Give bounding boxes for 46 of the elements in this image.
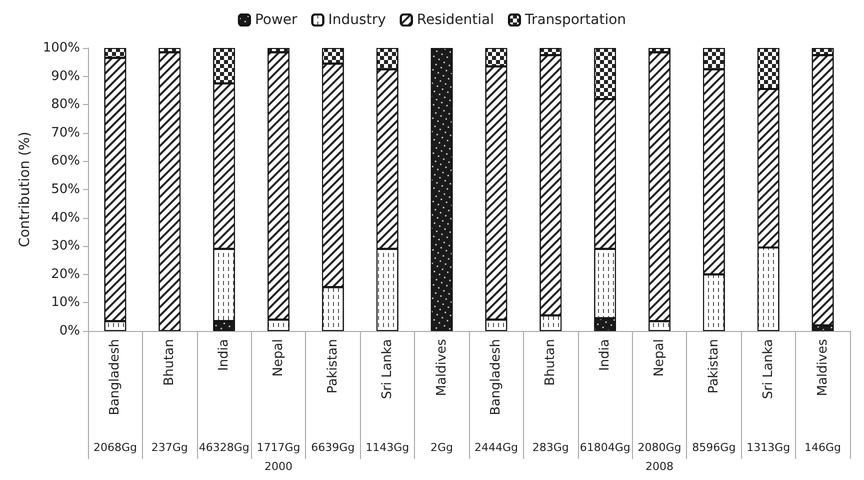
x-tick-label: Sri Lanka — [380, 339, 395, 400]
text: 2444Gg — [474, 441, 518, 454]
text: 2080Gg — [638, 441, 682, 454]
legend-label: Residential — [416, 12, 494, 28]
y-tick-label: 100% — [42, 40, 80, 56]
y-axis-title: Contribution (%) — [16, 132, 33, 248]
text: 6639Gg — [311, 441, 355, 454]
y-tick-label: 60% — [51, 154, 80, 169]
x-tick-label: Pakistan — [706, 339, 722, 394]
text: 8596Gg — [692, 441, 736, 454]
text: 2Gg — [430, 441, 454, 454]
y-tick-label: 40% — [51, 210, 80, 226]
text: 1143Gg — [366, 441, 410, 454]
x-tick-label: Sri Lanka — [760, 339, 776, 400]
x-tick-label: India — [216, 339, 232, 371]
y-tick-label: 90% — [51, 68, 80, 84]
legend-label: Industry — [328, 12, 386, 28]
text: 283Gg — [532, 441, 569, 454]
x-tick-label: Maldives — [434, 338, 450, 396]
y-tick-label: 30% — [51, 238, 80, 254]
x-tick-label: Nepal — [271, 339, 286, 377]
text: 237Gg — [151, 441, 188, 454]
text: 61804Gg — [580, 441, 630, 454]
y-tick-label: 70% — [51, 125, 80, 140]
y-tick-label: 50% — [51, 182, 80, 197]
legend-label: Transportation — [524, 12, 626, 28]
x-tick-label: Maldives — [815, 338, 830, 396]
y-tick-label: 80% — [51, 97, 80, 112]
text: 1717Gg — [256, 441, 300, 454]
y-tick-label: 0% — [59, 324, 80, 338]
text: 46328Gg — [198, 441, 250, 454]
x-tick-label: Bhutan — [543, 339, 558, 386]
text: 146Gg — [804, 441, 842, 454]
legend-label: Power — [254, 12, 298, 28]
y-tick-label: 20% — [51, 266, 80, 282]
x-tick-label: India — [598, 339, 613, 371]
x-tick-label: Bangladesh — [108, 339, 123, 416]
text: 1313Gg — [746, 441, 790, 454]
x-tick-label: Pakistan — [325, 339, 340, 394]
x-tick-label: Bangladesh — [488, 339, 504, 416]
x-tick-label: Bhutan — [162, 339, 178, 386]
text: 2000 — [264, 460, 292, 473]
y-tick-label: 10% — [51, 295, 80, 310]
text: 2068Gg — [93, 441, 137, 454]
x-tick-label: Nepal — [652, 339, 667, 377]
text: 2008 — [646, 460, 674, 473]
